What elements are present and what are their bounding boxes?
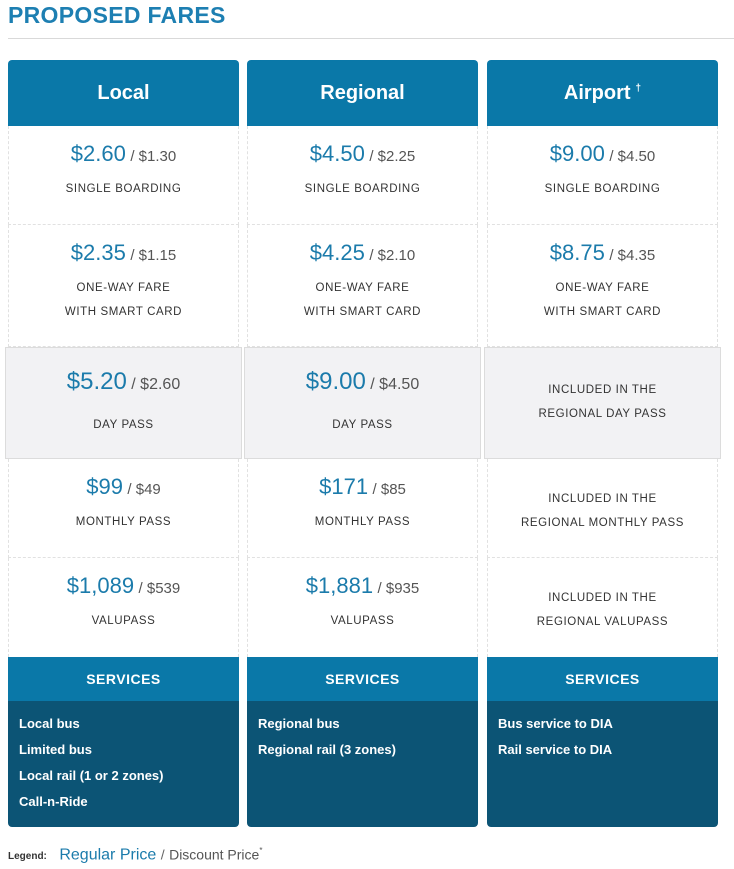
- legend-regular-price: Regular Price: [59, 846, 157, 864]
- plan-column-local: Local $2.60 / $1.30 SINGLE BOARDING $2.3…: [5, 60, 242, 828]
- fare-label: DAY PASS: [93, 419, 154, 431]
- fare-valupass: $1,089 / $539 VALUPASS: [8, 558, 239, 657]
- legend-footnote-mark: *: [259, 846, 263, 855]
- page-title: PROPOSED FARES: [8, 2, 226, 28]
- title-divider: [8, 38, 734, 39]
- fare-valupass: $1,881 / $935 VALUPASS: [247, 558, 478, 657]
- fare-label: SINGLE BOARDING: [304, 183, 421, 195]
- regular-price: $171: [319, 474, 369, 499]
- services-list: Regional bus Regional rail (3 zones): [247, 701, 478, 827]
- plan-name: Airport: [563, 81, 631, 104]
- fare-one-way-smart-card: $8.75 / $4.35 ONE-WAY FARE WITH SMART CA…: [487, 225, 718, 347]
- fare-label: MONTHLY PASS: [314, 516, 411, 528]
- fare-single-boarding: $9.00 / $4.50 SINGLE BOARDING: [487, 126, 718, 225]
- fare-label: DAY PASS: [332, 419, 393, 431]
- discount-price: / $2.25: [369, 148, 416, 165]
- service-item: Local rail (1 or 2 zones): [19, 768, 164, 783]
- fare-label-line-2: WITH SMART CARD: [303, 306, 422, 318]
- fare-label-line-2: WITH SMART CARD: [543, 306, 662, 318]
- discount-price: / $85: [372, 481, 406, 498]
- included-line-1: INCLUDED IN THE: [548, 384, 657, 396]
- fare-monthly-pass: $171 / $85 MONTHLY PASS: [247, 459, 478, 558]
- regular-price: $99: [86, 474, 123, 499]
- discount-price: / $539: [138, 580, 181, 597]
- regular-price: $4.25: [309, 240, 365, 265]
- service-item: Rail service to DIA: [498, 742, 613, 757]
- service-item: Bus service to DIA: [498, 716, 613, 731]
- discount-price: / $1.30: [130, 148, 177, 165]
- included-line-2: REGIONAL DAY PASS: [538, 408, 667, 420]
- fare-label: ONE-WAY FARE: [76, 282, 171, 294]
- plan-name: Regional: [320, 81, 405, 104]
- plan-header-regional: Regional: [247, 60, 478, 126]
- discount-price: / $2.60: [131, 376, 181, 393]
- service-item: Local bus: [19, 716, 80, 731]
- fare-label: ONE-WAY FARE: [555, 282, 650, 294]
- legend-label: Legend:: [8, 851, 47, 863]
- discount-price: / $935: [377, 580, 420, 597]
- fare-label: VALUPASS: [91, 615, 156, 627]
- discount-price: / $2.10: [369, 247, 416, 264]
- regular-price: $9.00: [549, 141, 605, 166]
- regular-price: $1,089: [66, 573, 135, 598]
- service-item: Regional rail (3 zones): [258, 742, 396, 757]
- services-header: SERVICES: [247, 657, 478, 701]
- services-header: SERVICES: [8, 657, 239, 701]
- discount-price: / $4.50: [370, 376, 420, 393]
- service-item: Call-n-Ride: [19, 794, 88, 809]
- regular-price: $1,881: [305, 573, 374, 598]
- regular-price: $4.50: [309, 141, 365, 166]
- discount-price: / $4.50: [609, 148, 656, 165]
- plan-header-airport: Airport †: [487, 60, 718, 126]
- fare-day-pass: $9.00 / $4.50 DAY PASS: [244, 347, 481, 459]
- included-valupass: INCLUDED IN THE REGIONAL VALUPASS: [487, 558, 718, 657]
- plan-column-regional: Regional $4.50 / $2.25 SINGLE BOARDING $…: [244, 60, 481, 828]
- included-day-pass: INCLUDED IN THE REGIONAL DAY PASS: [484, 347, 721, 459]
- included-line-2: REGIONAL MONTHLY PASS: [521, 517, 684, 529]
- services-list: Local bus Limited bus Local rail (1 or 2…: [8, 701, 239, 827]
- regular-price: $8.75: [549, 240, 605, 265]
- included-line-1: INCLUDED IN THE: [548, 592, 657, 604]
- included-line-2: REGIONAL VALUPASS: [536, 616, 669, 628]
- fare-label: MONTHLY PASS: [75, 516, 172, 528]
- fare-label: SINGLE BOARDING: [65, 183, 182, 195]
- fare-one-way-smart-card: $4.25 / $2.10 ONE-WAY FARE WITH SMART CA…: [247, 225, 478, 347]
- discount-price: / $49: [127, 481, 161, 498]
- fare-label: SINGLE BOARDING: [544, 183, 661, 195]
- plan-header-local: Local: [8, 60, 239, 126]
- discount-price: / $4.35: [609, 247, 656, 264]
- dagger-footnote-mark: †: [635, 82, 642, 94]
- plan-name: Local: [97, 81, 150, 104]
- fare-monthly-pass: $99 / $49 MONTHLY PASS: [8, 459, 239, 558]
- fare-one-way-smart-card: $2.35 / $1.15 ONE-WAY FARE WITH SMART CA…: [8, 225, 239, 347]
- included-monthly-pass: INCLUDED IN THE REGIONAL MONTHLY PASS: [487, 459, 718, 558]
- regular-price: $9.00: [305, 368, 366, 395]
- regular-price: $5.20: [66, 368, 127, 395]
- legend: Legend: Regular Price / Discount Price*: [8, 846, 262, 864]
- regular-price: $2.35: [70, 240, 126, 265]
- legend-discount-price: Discount Price: [169, 846, 260, 863]
- discount-price: / $1.15: [130, 247, 177, 264]
- services-header: SERVICES: [487, 657, 718, 701]
- regular-price: $2.60: [70, 141, 126, 166]
- plan-column-airport: Airport † $9.00 / $4.50 SINGLE BOARDING $…: [484, 60, 721, 828]
- included-line-1: INCLUDED IN THE: [548, 493, 657, 505]
- fare-day-pass: $5.20 / $2.60 DAY PASS: [5, 347, 242, 459]
- fare-single-boarding: $4.50 / $2.25 SINGLE BOARDING: [247, 126, 478, 225]
- service-item: Regional bus: [258, 716, 340, 731]
- service-item: Limited bus: [19, 742, 92, 757]
- fare-label: VALUPASS: [330, 615, 395, 627]
- fare-single-boarding: $2.60 / $1.30 SINGLE BOARDING: [8, 126, 239, 225]
- legend-separator: /: [160, 846, 165, 863]
- services-list: Bus service to DIA Rail service to DIA: [487, 701, 718, 827]
- fare-label: ONE-WAY FARE: [315, 282, 410, 294]
- fare-label-line-2: WITH SMART CARD: [64, 306, 183, 318]
